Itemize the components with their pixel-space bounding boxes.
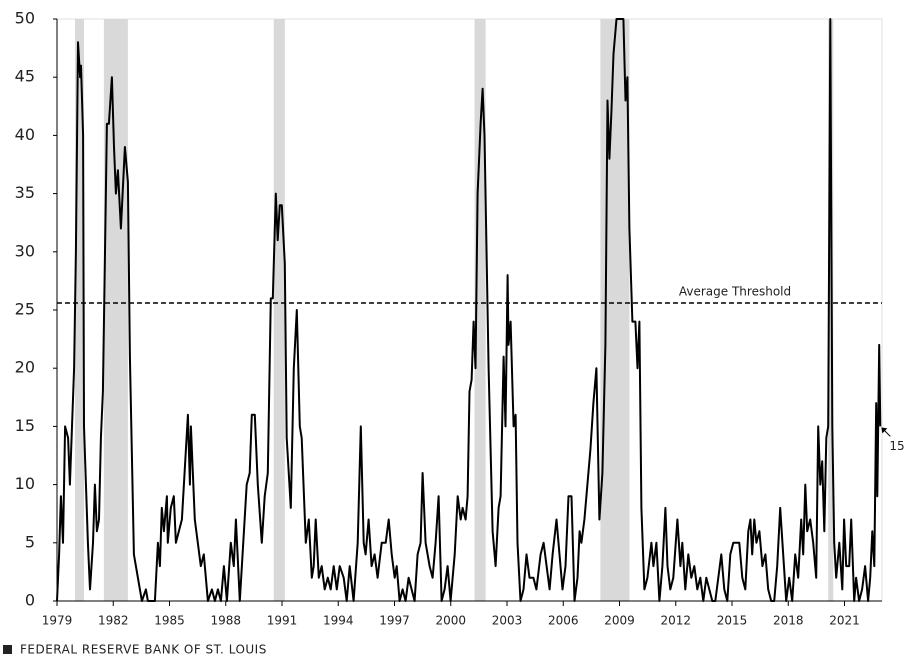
y-tick-label: 25 <box>15 300 35 319</box>
source-icon <box>3 645 12 654</box>
threshold-label: Average Threshold <box>679 285 791 299</box>
recession-shade <box>103 19 128 601</box>
x-tick-label: 2021 <box>829 614 860 628</box>
y-tick-label: 20 <box>15 358 35 377</box>
x-tick-label: 2000 <box>435 614 466 628</box>
y-tick-label: 5 <box>25 532 35 551</box>
recession-shade <box>75 19 84 601</box>
end-label: 15 <box>889 439 904 453</box>
x-tick-label: 1991 <box>267 614 298 628</box>
x-tick-label: 2015 <box>717 614 748 628</box>
plot-frame <box>56 18 883 602</box>
x-tick-label: 1982 <box>98 614 129 628</box>
x-tick-label: 2012 <box>660 614 691 628</box>
y-tick-label: 0 <box>25 591 35 610</box>
y-tick-label: 10 <box>15 474 35 493</box>
x-tick-label: 2006 <box>548 614 579 628</box>
recession-shade <box>273 19 285 601</box>
x-tick-label: 1997 <box>379 614 410 628</box>
x-tick-label: 2018 <box>773 614 804 628</box>
data-line <box>56 18 882 602</box>
y-tick-label: 15 <box>15 416 35 435</box>
end-arrowhead <box>881 427 888 434</box>
x-tick-label: 2003 <box>492 614 523 628</box>
y-tick-label: 45 <box>15 67 35 86</box>
y-tick-label: 35 <box>15 183 35 202</box>
x-tick-label: 1994 <box>323 614 354 628</box>
y-tick-label: 30 <box>15 241 35 260</box>
x-tick-label: 1979 <box>42 614 73 628</box>
recession-shade <box>828 19 834 601</box>
x-tick-label: 2009 <box>604 614 635 628</box>
x-tick-label: 1988 <box>210 614 241 628</box>
y-tick-label: 40 <box>15 125 35 144</box>
x-tick-label: 1985 <box>154 614 185 628</box>
recession-shade <box>474 19 486 601</box>
y-tick-label: 50 <box>15 9 35 28</box>
source: FEDERAL RESERVE BANK OF ST. LOUIS <box>20 643 267 657</box>
